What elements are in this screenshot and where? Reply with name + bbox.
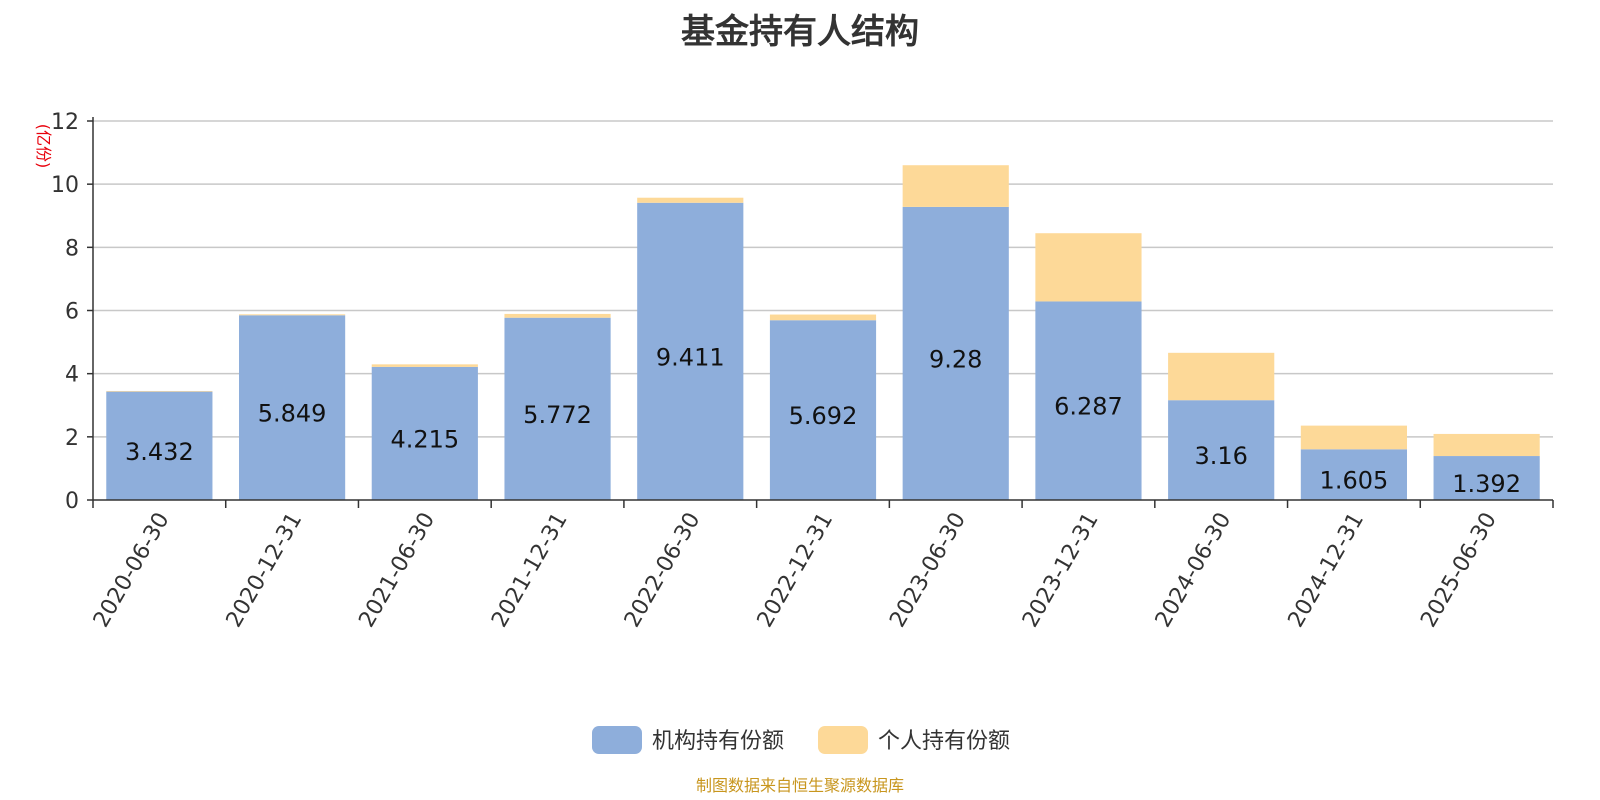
bar-individual: [1433, 433, 1540, 457]
bar-institutional: [504, 317, 611, 500]
y-tick-label: 0: [65, 489, 79, 514]
bars: [106, 165, 1540, 500]
legend: 机构持有份额 个人持有份额: [592, 726, 1010, 754]
legend-label: 个人持有份额: [878, 729, 1010, 754]
x-tick-label: 2022-06-30: [620, 509, 706, 632]
bar-institutional: [1035, 301, 1142, 500]
data-label: 5.692: [789, 402, 858, 430]
y-tick-label: 12: [51, 110, 79, 135]
x-tick-label: 2024-06-30: [1151, 509, 1237, 632]
x-tick-label: 2023-06-30: [885, 509, 971, 632]
legend-item: 机构持有份额: [592, 726, 784, 754]
legend-swatch-institutional: [592, 726, 642, 754]
bar-institutional: [1300, 449, 1407, 500]
data-label: 5.772: [523, 401, 592, 429]
legend-swatch-individual: [818, 726, 868, 754]
bar-institutional: [371, 366, 478, 500]
bar-individual: [769, 314, 877, 321]
legend-label: 机构持有份额: [652, 729, 784, 754]
bar-individual: [1300, 425, 1407, 450]
data-label: 3.16: [1194, 442, 1247, 470]
y-tick-label: 10: [51, 173, 79, 198]
bar-institutional: [239, 315, 346, 500]
data-label: 6.287: [1054, 393, 1123, 421]
x-tick-label: 2020-06-30: [89, 509, 175, 632]
data-label: 4.215: [390, 425, 459, 453]
bar-institutional: [902, 206, 1009, 500]
data-labels: 3.432 5.849 4.215 5.772 9.411 5.692 9.28 6.287 3…: [125, 343, 1521, 498]
y-tick-label: 6: [65, 300, 79, 325]
bar-institutional: [1168, 400, 1275, 500]
bar-individual: [239, 314, 346, 316]
bar-individual: [1168, 352, 1275, 401]
bar-institutional: [637, 202, 744, 500]
bar-individual: [106, 390, 213, 392]
x-tick-label: 2024-12-31: [1284, 509, 1370, 632]
y-axis-label: (亿份): [34, 124, 53, 169]
bar-institutional: [106, 391, 213, 500]
x-tick-label: 2021-06-30: [354, 509, 440, 632]
data-label: 1.392: [1452, 470, 1521, 498]
y-tick-label: 8: [65, 236, 79, 261]
bar-institutional: [769, 320, 877, 500]
x-tick-label: 2022-12-31: [753, 509, 839, 632]
x-tick-label: 2020-12-31: [222, 509, 308, 632]
bar-individual: [371, 364, 478, 367]
bar-individual: [1035, 233, 1142, 302]
source-note: 制图数据来自恒生聚源数据库: [695, 776, 904, 795]
data-label: 5.849: [258, 400, 327, 428]
legend-item: 个人持有份额: [818, 726, 1010, 754]
data-label: 1.605: [1320, 467, 1389, 495]
chart-title: 基金持有人结构: [681, 12, 919, 52]
data-label: 9.411: [656, 343, 725, 371]
bar-individual: [637, 197, 744, 203]
y-tick-label: 2: [65, 426, 79, 451]
data-label: 9.28: [929, 345, 982, 373]
bar-individual: [902, 165, 1009, 207]
x-tick-label: 2023-12-31: [1018, 509, 1104, 632]
bar-institutional: [1433, 456, 1540, 500]
x-tick-label: 2021-12-31: [487, 509, 573, 632]
x-tick-label: 2025-06-30: [1416, 509, 1502, 632]
y-tick-label: 4: [65, 363, 79, 388]
data-label: 3.432: [125, 438, 194, 466]
bar-individual: [504, 313, 611, 318]
